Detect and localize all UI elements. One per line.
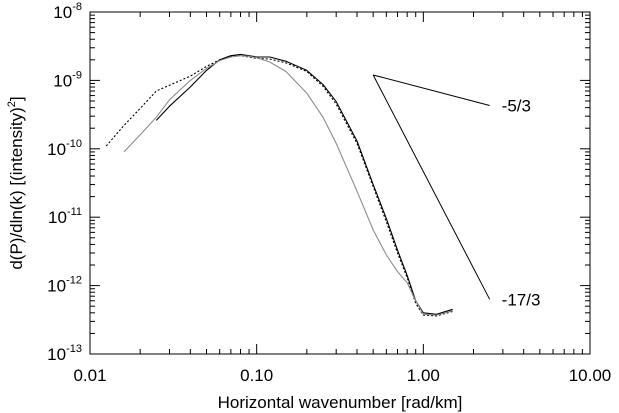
x-tick-label: 1.00 (407, 366, 440, 385)
slope-label-1: -5/3 (502, 96, 531, 115)
y-axis-label: d(P)/dln(k) [(intensity)2] (6, 96, 26, 269)
x-tick-label: 10.00 (569, 366, 612, 385)
y-tick-label: 10-9 (53, 69, 82, 90)
x-tick-label: 0.10 (240, 366, 273, 385)
y-tick-label: 10-12 (47, 275, 82, 296)
series-line-3 (123, 55, 453, 316)
y-tick-label: 10-13 (47, 343, 82, 364)
slope-label-2: -17/3 (502, 290, 541, 309)
slope-line-1 (373, 74, 490, 106)
tick-labels: 0.01 0.10 1.00 10.00 10-8 10-9 10-10 10-11 10-12… (47, 1, 611, 385)
y-tick-label: 10-10 (47, 138, 82, 159)
x-tick-label: 0.01 (73, 366, 106, 385)
series-line-1 (155, 53, 453, 315)
series-layer (105, 53, 453, 317)
y-tick-label: 10-8 (53, 1, 82, 22)
slope-line-2 (372, 74, 491, 300)
reference-slopes: -5/3 -17/3 (372, 74, 541, 309)
plot-frame (89, 11, 591, 355)
axis-ticks (89, 12, 590, 355)
x-axis-label: Horizontal wavenumber [rad/km] (218, 393, 463, 412)
series-line-2 (105, 55, 453, 317)
y-tick-label: 10-11 (48, 206, 82, 227)
